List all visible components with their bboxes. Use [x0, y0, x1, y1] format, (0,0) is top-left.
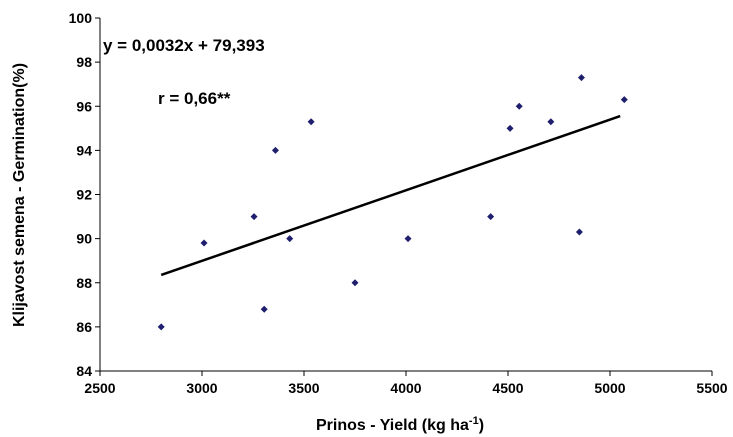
- data-point: [271, 146, 279, 154]
- data-point: [506, 124, 514, 132]
- data-point: [404, 235, 412, 243]
- y-tick-label: 86: [76, 319, 92, 335]
- x-tick-label: 3000: [186, 380, 217, 396]
- x-tick-label: 3500: [288, 380, 319, 396]
- y-tick-label: 96: [76, 98, 92, 114]
- correlation-label: r = 0,66**: [158, 89, 231, 108]
- trendline: [160, 114, 621, 277]
- data-point: [260, 305, 268, 313]
- x-tick-label: 4000: [390, 380, 421, 396]
- y-tick-label: 100: [69, 10, 93, 26]
- data-point: [577, 74, 585, 82]
- data-point: [620, 96, 628, 104]
- data-point: [157, 323, 165, 331]
- data-point: [307, 118, 315, 126]
- data-point: [547, 118, 555, 126]
- y-axis-title: Klijavost semena - Germination(%): [11, 63, 28, 327]
- y-tick-label: 88: [76, 275, 92, 291]
- data-point: [487, 213, 495, 221]
- data-point: [351, 279, 359, 287]
- x-tick-label: 5500: [696, 380, 727, 396]
- data-point: [286, 235, 294, 243]
- data-points: [157, 74, 628, 331]
- plot-area: 84 86 88 90 92 94 96 98 100 2500 3000 3500 4000 4500…: [69, 10, 728, 396]
- equation-label: y = 0,0032x + 79,393: [103, 36, 265, 55]
- x-axis-ticks: 2500 3000 3500 4000 4500 5000 5500: [84, 371, 728, 396]
- x-tick-label: 2500: [84, 380, 115, 396]
- data-point: [200, 239, 208, 247]
- y-tick-label: 98: [76, 54, 92, 70]
- y-tick-label: 92: [76, 187, 92, 203]
- data-point: [575, 228, 583, 236]
- data-point: [250, 213, 258, 221]
- data-point: [515, 102, 523, 110]
- y-tick-label: 94: [76, 142, 92, 158]
- y-tick-label: 84: [76, 363, 92, 379]
- x-axis-title: Prinos - Yield (kg ha-1): [316, 415, 484, 434]
- x-tick-label: 4500: [492, 380, 523, 396]
- y-axis-ticks: 84 86 88 90 92 94 96 98 100: [69, 10, 100, 379]
- x-tick-label: 5000: [594, 380, 625, 396]
- y-tick-label: 90: [76, 231, 92, 247]
